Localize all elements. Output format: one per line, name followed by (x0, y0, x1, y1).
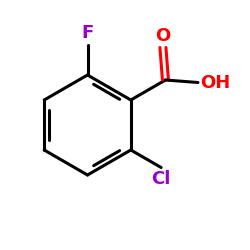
Text: O: O (155, 27, 170, 45)
Text: Cl: Cl (152, 170, 171, 188)
Text: F: F (82, 24, 94, 42)
Text: OH: OH (200, 74, 231, 92)
